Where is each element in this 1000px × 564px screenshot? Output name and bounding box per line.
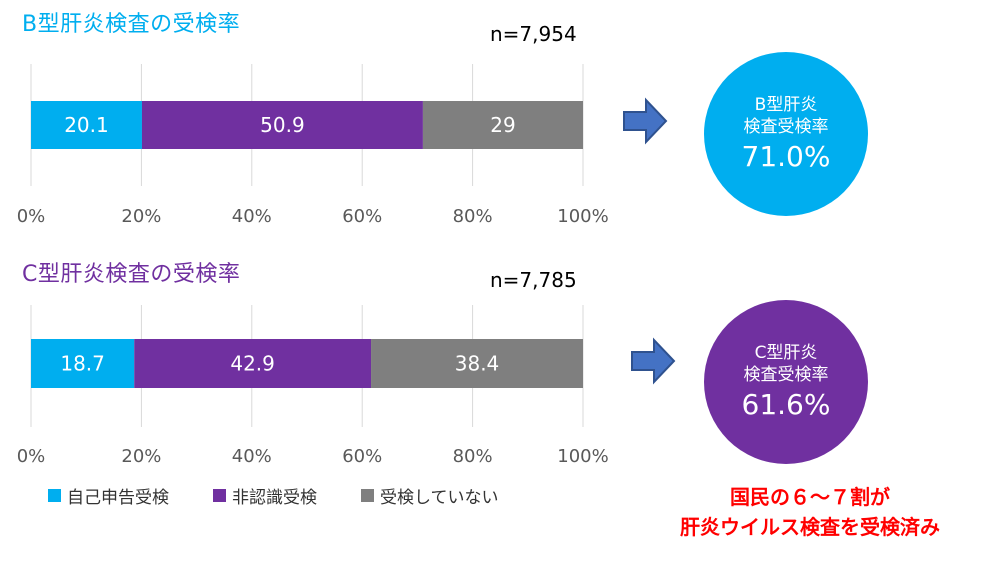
summary-line-2: 肝炎ウイルス検査を受検済み <box>680 515 940 539</box>
legend-item-self-reported: 自己申告受検 <box>48 483 169 508</box>
summary-text: 国民の６～７割が 肝炎ウイルス検査を受検済み <box>610 482 1000 542</box>
circle-percentage: 61.6% <box>741 388 831 421</box>
arrow-right-icon <box>631 337 676 385</box>
chart-title-hepatitis-b: B型肝炎検査の受検率 <box>22 12 241 37</box>
data-label: 50.9 <box>260 113 305 137</box>
bar-segment <box>371 339 583 388</box>
x-tick-label: 0% <box>17 446 46 467</box>
x-tick-label: 20% <box>121 206 161 227</box>
bar-segment <box>422 101 583 149</box>
circle-label: B型肝炎 <box>754 95 818 115</box>
legend-swatch <box>48 489 61 502</box>
bar-segment <box>31 101 142 149</box>
bar-segment <box>31 339 135 388</box>
data-label: 29 <box>490 113 515 137</box>
sample-size-c: n=7,785 <box>490 268 577 292</box>
bar-segment <box>134 339 372 388</box>
x-tick-label: 0% <box>17 206 46 227</box>
x-tick-label: 100% <box>557 206 608 227</box>
legend-swatch <box>213 489 226 502</box>
legend-label: 受検していない <box>380 488 499 508</box>
legend-item-unaware: 非認識受検 <box>213 483 317 508</box>
x-tick-label: 60% <box>342 206 382 227</box>
arrow-right-icon <box>623 97 668 145</box>
data-label: 20.1 <box>64 113 109 137</box>
legend-item-not-tested: 受検していない <box>361 483 499 508</box>
circle-percentage: 71.0% <box>741 140 831 173</box>
legend-swatch <box>361 489 374 502</box>
chart-title-hepatitis-c: C型肝炎検査の受検率 <box>22 262 241 287</box>
sample-size-b: n=7,954 <box>490 22 577 46</box>
x-tick-label: 100% <box>557 446 608 467</box>
bar-segment <box>141 101 423 149</box>
legend-label: 自己申告受検 <box>67 488 169 508</box>
rate-circle-c: C型肝炎 検査受検率 61.6% <box>704 300 868 464</box>
data-label: 42.9 <box>230 352 275 376</box>
x-tick-label: 40% <box>232 206 272 227</box>
legend: 自己申告受検 非認識受検 受検していない <box>48 483 543 508</box>
data-label: 38.4 <box>455 352 500 376</box>
x-tick-label: 60% <box>342 446 382 467</box>
summary-line-1: 国民の６～７割が <box>730 485 890 509</box>
x-tick-label: 40% <box>232 446 272 467</box>
legend-label: 非認識受検 <box>232 488 317 508</box>
circle-label: 検査受検率 <box>743 117 829 137</box>
circle-label: 検査受検率 <box>743 365 829 385</box>
x-tick-label: 80% <box>453 206 493 227</box>
x-tick-label: 80% <box>453 446 493 467</box>
circle-label: C型肝炎 <box>754 343 818 363</box>
x-tick-label: 20% <box>121 446 161 467</box>
stacked-bar-charts: 0% 20% 40% 60% 80% 100% 20.1 50.9 29 0% 20% 40% 60% 8… <box>17 64 676 467</box>
data-label: 18.7 <box>60 352 105 376</box>
rate-circle-b: B型肝炎 検査受検率 71.0% <box>704 52 868 216</box>
